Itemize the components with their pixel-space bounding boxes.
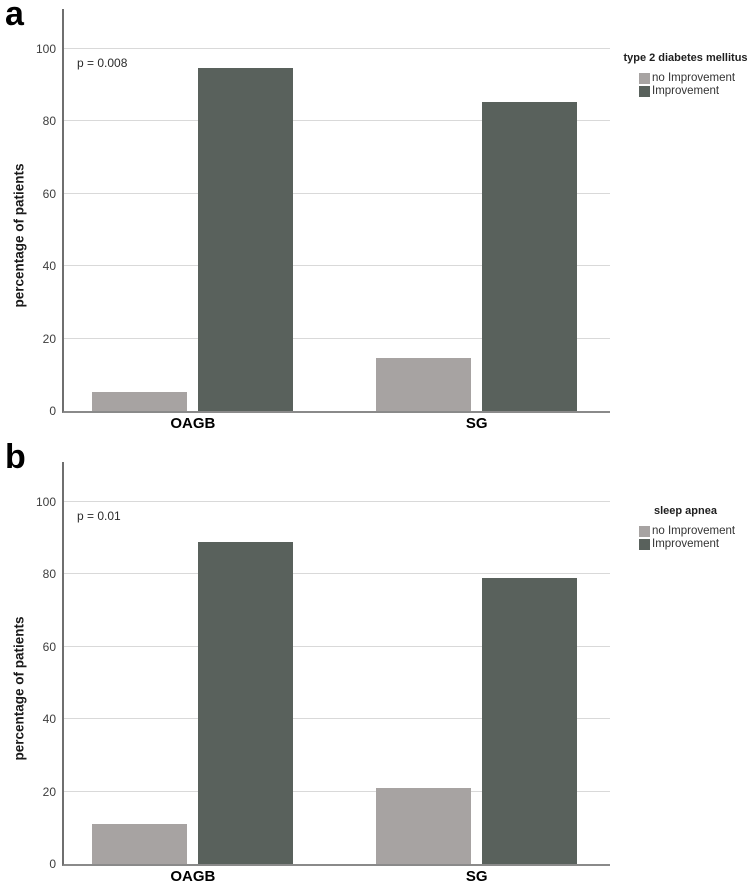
gridline-60 xyxy=(64,192,610,194)
plot-area: percentage of patients p = 0.008 OAGB SG… xyxy=(12,9,748,432)
panel-letter: b xyxy=(5,438,26,476)
y-axis-title: percentage of patients xyxy=(10,9,28,411)
panel-type2-diabetes: a percentage of patients p = 0.008 OAGB … xyxy=(0,0,749,440)
y-axis-title-text: percentage of patients xyxy=(11,162,27,308)
bar-oagb-no-improvement xyxy=(92,391,188,411)
gridline-20 xyxy=(64,790,610,792)
panel-sleep-apnea: b percentage of patients p = 0.01 OAGB S… xyxy=(0,438,749,883)
legend-swatch-icon xyxy=(639,73,650,84)
y-tick-label-60: 60 xyxy=(42,639,56,654)
legend-swatch-icon xyxy=(639,86,650,97)
x-category-label-oagb: OAGB xyxy=(170,415,216,432)
y-tick-label-80: 80 xyxy=(42,114,56,129)
gridline-20 xyxy=(64,337,610,339)
legend-item-improvement: Improvement xyxy=(639,85,749,98)
p-value-annotation: p = 0.008 xyxy=(77,56,128,70)
legend-swatch-icon xyxy=(639,539,650,550)
legend-item-label: no Improvement xyxy=(652,72,736,84)
plot-area: percentage of patients p = 0.01 OAGB SG … xyxy=(12,462,735,883)
y-axis-title: percentage of patients xyxy=(10,462,28,864)
bar-sg-improvement xyxy=(482,102,578,411)
p-value-annotation: p = 0.01 xyxy=(77,509,121,523)
legend: type 2 diabetes mellitus no Improvement I… xyxy=(620,51,749,98)
bar-oagb-improvement xyxy=(198,542,294,864)
legend-item-label: Improvement xyxy=(652,85,720,97)
gridline-40 xyxy=(64,718,610,720)
y-tick-label-40: 40 xyxy=(42,712,56,727)
x-category-label-sg: SG xyxy=(465,415,488,432)
legend-item-label: Improvement xyxy=(652,538,720,550)
legend-title: type 2 diabetes mellitus xyxy=(623,52,748,64)
legend-item-no-improvement: no Improvement xyxy=(639,525,749,538)
gridline-100 xyxy=(64,500,610,502)
legend-items: no Improvement Improvement xyxy=(620,72,749,98)
x-category-label-sg: SG xyxy=(465,868,488,883)
gridline-60 xyxy=(64,645,610,647)
legend-item-label: no Improvement xyxy=(652,525,736,537)
y-tick-label-80: 80 xyxy=(42,567,56,582)
bar-oagb-no-improvement xyxy=(92,823,188,864)
bar-sg-no-improvement xyxy=(376,357,472,411)
x-category-label-oagb: OAGB xyxy=(170,868,216,883)
panel-letter: a xyxy=(5,0,24,33)
y-tick-label-0: 0 xyxy=(49,404,56,418)
bar-oagb-improvement xyxy=(198,68,294,411)
gridline-100 xyxy=(64,47,610,49)
y-tick-label-20: 20 xyxy=(42,331,56,346)
y-tick-label-100: 100 xyxy=(35,494,56,509)
y-tick-label-0: 0 xyxy=(49,857,56,871)
y-axis-title-text: percentage of patients xyxy=(11,615,27,761)
gridline-80 xyxy=(64,120,610,122)
legend-item-no-improvement: no Improvement xyxy=(639,72,749,85)
y-tick-label-40: 40 xyxy=(42,259,56,274)
legend-items: no Improvement Improvement xyxy=(620,525,749,551)
legend-swatch-icon xyxy=(639,526,650,537)
y-tick-label-100: 100 xyxy=(35,41,56,56)
y-tick-label-60: 60 xyxy=(42,186,56,201)
legend-item-improvement: Improvement xyxy=(639,538,749,551)
bar-sg-no-improvement xyxy=(376,787,472,864)
legend-title: sleep apnea xyxy=(654,505,717,517)
gridline-80 xyxy=(64,573,610,575)
gridline-40 xyxy=(64,265,610,267)
bar-sg-improvement xyxy=(482,578,578,864)
legend: sleep apnea no Improvement Improvement xyxy=(620,504,749,551)
y-tick-label-20: 20 xyxy=(42,784,56,799)
